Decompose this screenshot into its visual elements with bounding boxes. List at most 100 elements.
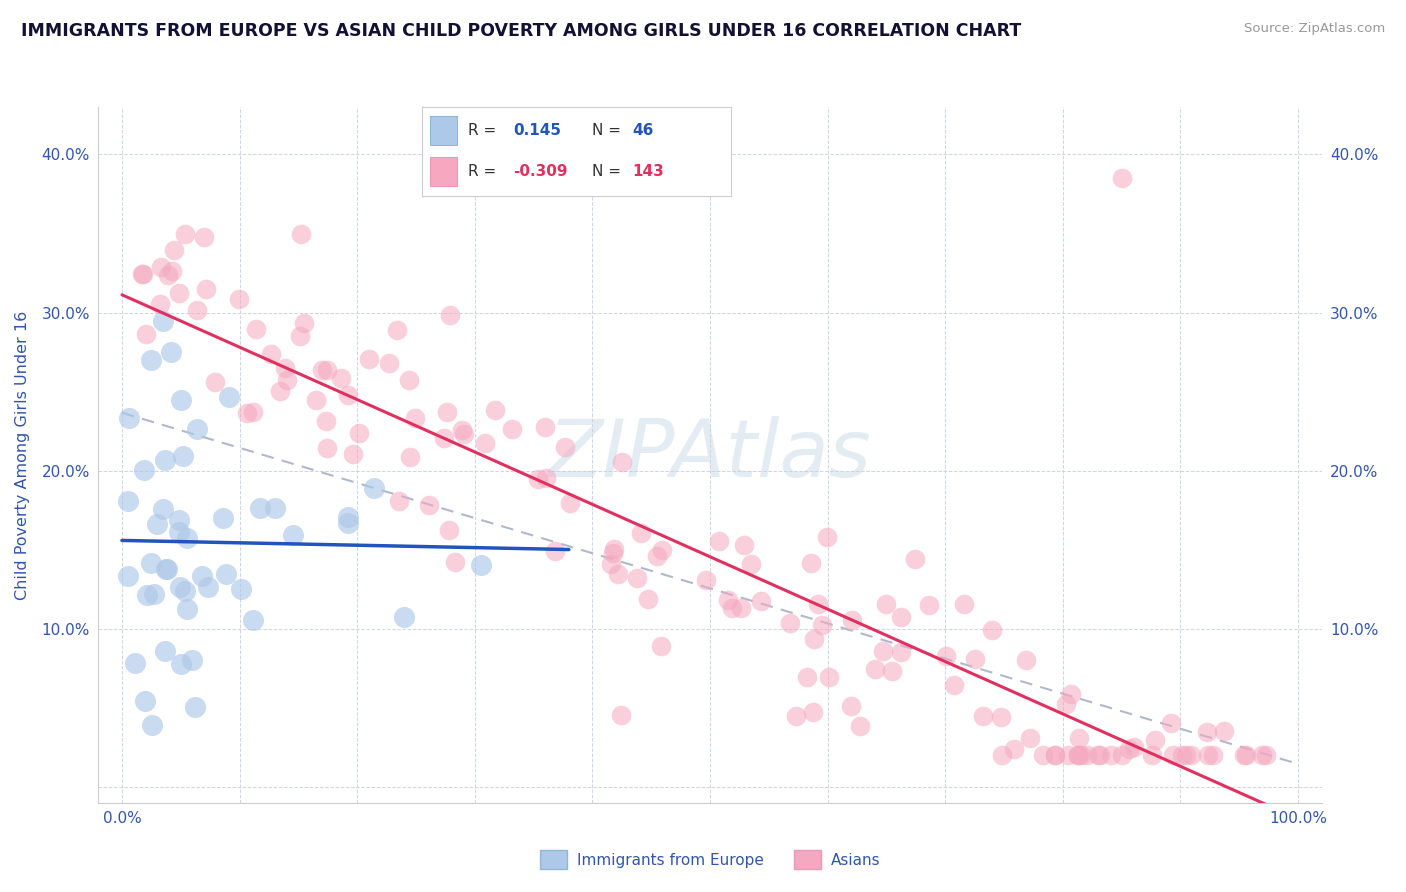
Point: [839, 698, 862, 713]
Point: [141, 353, 163, 368]
Point: [610, 455, 633, 469]
Point: [875, 598, 897, 612]
Point: [453, 427, 475, 442]
Point: [135, 588, 157, 602]
Point: [1067, 731, 1090, 746]
Point: [418, 498, 440, 512]
Point: [152, 501, 174, 516]
Point: [337, 388, 360, 402]
Point: [337, 510, 360, 524]
Point: [228, 292, 250, 306]
Point: [260, 347, 283, 361]
Point: [156, 562, 179, 576]
Point: [749, 594, 772, 608]
Text: Source: ZipAtlas.com: Source: ZipAtlas.com: [1244, 22, 1385, 36]
Point: [1202, 748, 1225, 763]
Point: [218, 390, 240, 404]
Point: [142, 587, 165, 601]
Point: [276, 373, 298, 387]
Point: [815, 530, 838, 544]
Point: [231, 582, 253, 597]
Point: [1111, 171, 1133, 186]
Point: [215, 566, 238, 581]
Point: [155, 644, 177, 658]
Point: [990, 710, 1012, 724]
Point: [1045, 748, 1067, 763]
Text: 0.145: 0.145: [513, 123, 561, 137]
Point: [135, 326, 157, 341]
Point: [336, 516, 359, 530]
Point: [1066, 748, 1088, 763]
Point: [1171, 748, 1194, 763]
Point: [536, 470, 558, 484]
Point: [170, 392, 193, 407]
Point: [170, 657, 193, 671]
Point: [146, 516, 169, 531]
Point: [290, 227, 312, 241]
Point: [630, 526, 652, 541]
Point: [436, 405, 458, 419]
Point: [740, 558, 762, 572]
Point: [953, 597, 976, 611]
Text: R =: R =: [468, 164, 496, 178]
Point: [195, 282, 218, 296]
Point: [917, 598, 939, 612]
Point: [432, 431, 454, 445]
Point: [610, 708, 633, 723]
Point: [173, 227, 195, 241]
Point: [132, 267, 155, 281]
Text: IMMIGRANTS FROM EUROPE VS ASIAN CHILD POVERTY AMONG GIRLS UNDER 16 CORRELATION C: IMMIGRANTS FROM EUROPE VS ASIAN CHILD PO…: [21, 22, 1021, 40]
Point: [211, 511, 233, 525]
Point: [157, 268, 180, 282]
Point: [152, 313, 174, 327]
Point: [398, 373, 420, 387]
Point: [176, 602, 198, 616]
Point: [1250, 748, 1272, 763]
Point: [890, 645, 912, 659]
Point: [392, 610, 415, 624]
Point: [607, 567, 630, 582]
Point: [865, 662, 887, 676]
Point: [186, 302, 208, 317]
Point: [169, 580, 191, 594]
Point: [991, 748, 1014, 763]
Point: [1140, 748, 1163, 763]
Y-axis label: Child Poverty Among Girls Under 16: Child Poverty Among Girls Under 16: [15, 310, 31, 599]
Text: 143: 143: [633, 164, 664, 178]
Point: [132, 463, 155, 477]
Point: [131, 267, 153, 281]
Point: [650, 639, 672, 653]
Point: [283, 528, 305, 542]
Point: [1054, 697, 1077, 711]
Point: [347, 426, 370, 441]
Point: [437, 523, 460, 537]
Point: [193, 229, 215, 244]
Point: [155, 562, 177, 576]
FancyBboxPatch shape: [430, 157, 457, 186]
Point: [811, 617, 834, 632]
Point: [721, 601, 744, 615]
Point: [388, 494, 411, 508]
Point: [818, 670, 841, 684]
Text: N =: N =: [592, 123, 621, 137]
Point: [695, 573, 717, 587]
Point: [167, 285, 190, 300]
Point: [935, 649, 957, 664]
Point: [236, 406, 259, 420]
Point: [149, 260, 172, 274]
Point: [385, 323, 408, 337]
Point: [1233, 748, 1256, 763]
Point: [1070, 747, 1092, 762]
Point: [242, 613, 264, 627]
Point: [163, 244, 186, 258]
Point: [645, 549, 668, 563]
Point: [501, 422, 523, 436]
Point: [943, 678, 966, 692]
Point: [730, 601, 752, 615]
Point: [141, 718, 163, 732]
Point: [167, 525, 190, 540]
Point: [1067, 748, 1090, 763]
Point: [398, 450, 420, 465]
Point: [315, 414, 337, 428]
Point: [197, 580, 219, 594]
